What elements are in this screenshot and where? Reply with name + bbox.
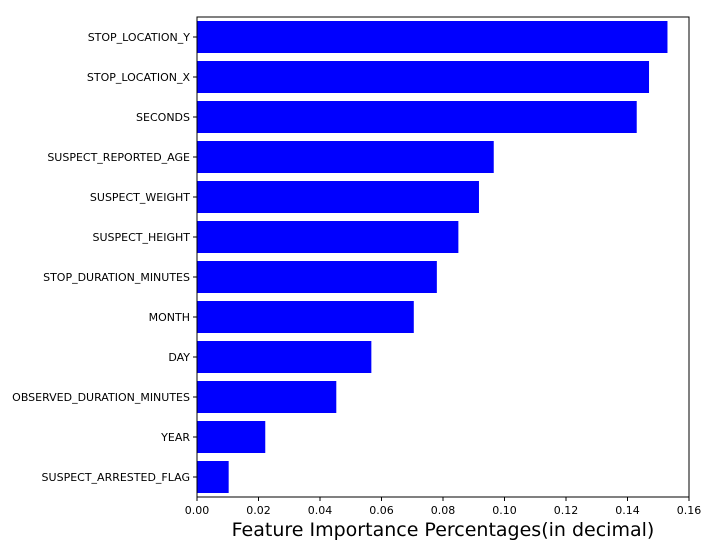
x-tick-label: 0.04 xyxy=(308,504,333,517)
y-tick-label: YEAR xyxy=(160,431,190,444)
bar xyxy=(197,461,229,493)
x-tick-label: 0.16 xyxy=(677,504,702,517)
y-tick-label: STOP_DURATION_MINUTES xyxy=(43,271,190,284)
x-tick-label: 0.14 xyxy=(615,504,640,517)
y-tick-label: OBSERVED_DURATION_MINUTES xyxy=(12,391,190,404)
bar xyxy=(197,101,637,133)
y-ticks-group: STOP_LOCATION_Y STOP_LOCATION_X SECONDS SUS… xyxy=(12,31,197,484)
y-tick-label: SUSPECT_ARRESTED_FLAG xyxy=(42,471,190,484)
x-axis-title: Feature Importance Percentages(in decima… xyxy=(232,519,655,541)
plot-frame xyxy=(196,16,690,498)
x-tick-label: 0.12 xyxy=(554,504,579,517)
bar xyxy=(197,301,414,333)
bar xyxy=(197,141,494,173)
plot-background xyxy=(197,17,689,497)
y-tick-label: SUSPECT_HEIGHT xyxy=(93,231,191,244)
y-tick-label: SUSPECT_WEIGHT xyxy=(90,191,190,204)
x-tick-label: 0.10 xyxy=(492,504,517,517)
bar xyxy=(197,61,650,93)
bar xyxy=(197,381,337,413)
y-tick-label: STOP_LOCATION_X xyxy=(87,71,191,84)
bar xyxy=(197,341,372,373)
bar xyxy=(197,181,479,213)
x-ticks-group: 0.00 0.02 0.04 0.06 0.08 0.10 0.12 0.14 0.16 xyxy=(185,497,702,517)
bar xyxy=(197,421,266,453)
bar xyxy=(197,261,437,293)
x-tick-label: 0.08 xyxy=(431,504,456,517)
bars-group xyxy=(197,21,668,493)
y-tick-label: DAY xyxy=(168,351,190,364)
bar xyxy=(197,21,668,53)
x-tick-label: 0.06 xyxy=(369,504,394,517)
x-tick-label: 0.02 xyxy=(246,504,271,517)
y-tick-label: SUSPECT_REPORTED_AGE xyxy=(47,151,190,164)
y-tick-label: MONTH xyxy=(149,311,190,324)
x-tick-label: 0.00 xyxy=(185,504,210,517)
y-tick-label: SECONDS xyxy=(136,111,190,124)
y-tick-label: STOP_LOCATION_Y xyxy=(88,31,191,44)
bar xyxy=(197,221,459,253)
